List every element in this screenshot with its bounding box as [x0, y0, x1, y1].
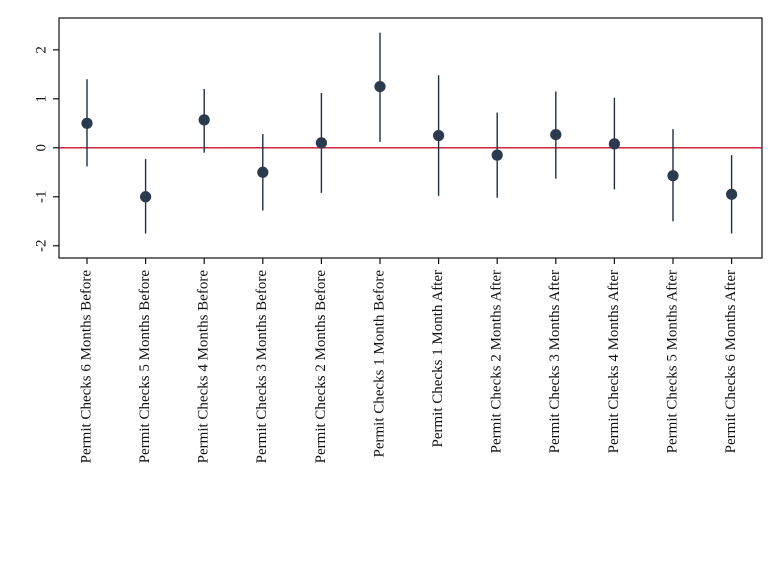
estimate-point: [374, 80, 386, 93]
estimate-point: [315, 137, 327, 149]
y-tick-label: 0: [33, 144, 49, 152]
x-tick-label: Permit Checks 4 Months Before: [196, 270, 212, 464]
y-axis: -2 -1 0 1 2: [33, 46, 59, 252]
x-tick-label: Permit Checks 1 Month Before: [371, 270, 387, 458]
x-tick-label: Permit Checks 5 Months Before: [137, 270, 153, 464]
estimate-point: [726, 188, 738, 200]
x-tick-label: Permit Checks 2 Months After: [489, 270, 505, 453]
x-tick-label: Permit Checks 6 Months Before: [78, 270, 94, 464]
x-tick-label: Permit Checks 3 Months After: [547, 270, 563, 453]
estimate-point: [491, 149, 503, 161]
x-tick-label: Permit Checks 4 Months After: [606, 270, 622, 453]
x-tick-label: Permit Checks 2 Months Before: [313, 270, 329, 464]
plot-border: [58, 17, 763, 259]
y-tick-label: -2: [33, 240, 49, 253]
estimate-point: [608, 138, 621, 150]
estimate-point: [667, 170, 679, 182]
x-tick-label: Permit Checks 6 Months After: [723, 270, 739, 453]
plot-frame: [58, 17, 763, 259]
y-tick-label: -1: [33, 191, 49, 204]
estimate-point: [257, 166, 269, 178]
y-tick-label: 2: [33, 46, 49, 54]
x-axis: Permit Checks 6 Months Before Permit Chec…: [78, 258, 739, 463]
estimate-point: [433, 129, 445, 142]
confidence-intervals: [86, 32, 733, 234]
y-tick-label: 1: [33, 95, 49, 103]
estimate-point: [198, 114, 210, 126]
x-tick-label: Permit Checks 5 Months After: [664, 270, 680, 453]
estimate-point: [550, 128, 562, 141]
x-tick-label: Permit Checks 1 Month After: [430, 270, 446, 447]
estimate-point: [140, 191, 152, 203]
x-tick-label: Permit Checks 3 Months Before: [254, 270, 270, 464]
estimate-points: [81, 80, 738, 203]
estimate-point: [81, 117, 93, 129]
